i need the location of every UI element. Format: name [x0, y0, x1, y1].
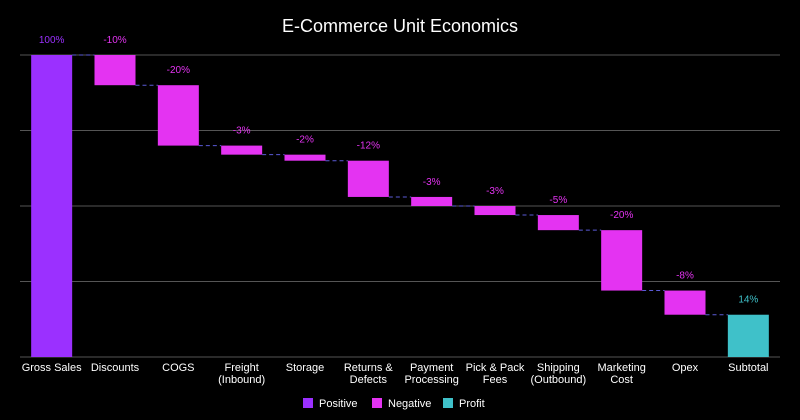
- legend-item: Profit: [443, 398, 485, 410]
- x-tick-label: Payment Processing: [404, 362, 458, 386]
- legend: Positive Negative Profit: [303, 398, 485, 410]
- bars: [31, 55, 769, 357]
- connectors: [72, 54, 728, 316]
- legend-label: Positive: [319, 398, 358, 410]
- data-labels: 100% -10% -20% -3% -2% -12% -3% -3% -5% -20% -8% 14…: [39, 35, 759, 306]
- bar: [474, 206, 516, 216]
- x-tick-label: Returns & Defects: [344, 362, 394, 386]
- x-tick-label: Freight (Inbound): [218, 362, 265, 386]
- data-label: -8%: [676, 271, 694, 282]
- gridlines: [20, 54, 780, 358]
- bar: [601, 230, 643, 291]
- bar: [284, 154, 326, 161]
- legend-item: Positive: [303, 398, 358, 410]
- x-tick-label: Shipping (Outbound): [531, 362, 587, 386]
- x-tick-label: Discounts: [91, 362, 140, 374]
- bar: [411, 196, 453, 206]
- data-label: -3%: [486, 186, 504, 197]
- bar: [537, 215, 579, 231]
- data-label: -12%: [357, 141, 380, 152]
- x-tick-label: COGS: [162, 362, 194, 374]
- x-tick-label: Gross Sales: [22, 362, 82, 374]
- x-tick-label: Storage: [286, 362, 325, 374]
- legend-swatch: [443, 398, 453, 408]
- x-tick-labels: Gross Sales Discounts COGS Freight (Inbound)…: [22, 362, 769, 386]
- data-label: 100%: [39, 35, 65, 46]
- data-label: -2%: [296, 135, 314, 146]
- legend-swatch: [303, 398, 313, 408]
- data-label: -5%: [549, 195, 567, 206]
- legend-item: Negative: [372, 398, 431, 410]
- bar: [157, 85, 199, 146]
- legend-label: Negative: [388, 398, 431, 410]
- bar: [727, 314, 769, 357]
- bar: [31, 55, 73, 357]
- x-tick-label: Opex: [672, 362, 699, 374]
- data-label: -3%: [423, 177, 441, 188]
- x-tick-label: Subtotal: [728, 362, 768, 374]
- data-label: 14%: [738, 295, 758, 306]
- legend-swatch: [372, 398, 382, 408]
- x-tick-label: Pick & Pack Fees: [466, 362, 525, 386]
- chart-title: E-Commerce Unit Economics: [282, 16, 518, 36]
- bar: [221, 145, 263, 155]
- bar: [664, 290, 706, 315]
- data-label: -20%: [167, 65, 190, 76]
- legend-label: Profit: [459, 398, 485, 410]
- data-label: -20%: [610, 210, 633, 221]
- x-tick-label: Marketing Cost: [598, 362, 646, 386]
- data-label: -3%: [233, 126, 251, 137]
- data-label: -10%: [103, 35, 126, 46]
- bar: [347, 160, 389, 197]
- bar: [94, 55, 136, 86]
